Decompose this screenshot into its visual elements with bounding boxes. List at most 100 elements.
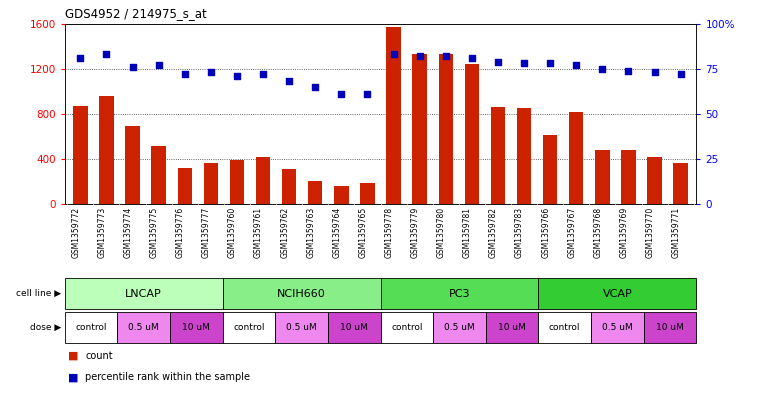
Point — [492, 59, 504, 65]
Point — [205, 69, 217, 75]
Text: GSM1359768: GSM1359768 — [594, 207, 603, 258]
Text: 0.5 uM: 0.5 uM — [602, 323, 632, 332]
Point — [440, 53, 452, 59]
Bar — [151, 145, 166, 204]
Text: GSM1359771: GSM1359771 — [672, 207, 680, 258]
Text: GSM1359760: GSM1359760 — [228, 207, 237, 258]
Point — [361, 91, 374, 97]
Bar — [539, 312, 591, 343]
Point — [544, 60, 556, 66]
Text: NCIH660: NCIH660 — [277, 289, 326, 299]
Point — [597, 66, 609, 72]
Bar — [539, 278, 696, 309]
Bar — [256, 158, 270, 204]
Text: control: control — [391, 323, 422, 332]
Bar — [591, 312, 644, 343]
Text: 0.5 uM: 0.5 uM — [444, 323, 475, 332]
Text: GSM1359766: GSM1359766 — [541, 207, 550, 258]
Bar — [275, 312, 328, 343]
Text: GSM1359767: GSM1359767 — [567, 207, 576, 258]
Point — [413, 53, 425, 59]
Bar — [65, 312, 117, 343]
Text: control: control — [549, 323, 581, 332]
Text: GSM1359763: GSM1359763 — [306, 207, 315, 258]
Text: GSM1359777: GSM1359777 — [202, 207, 211, 258]
Bar — [126, 127, 140, 204]
Point — [126, 64, 139, 70]
Bar — [644, 312, 696, 343]
Text: GSM1359773: GSM1359773 — [97, 207, 107, 258]
Bar — [360, 184, 374, 204]
Bar — [223, 312, 275, 343]
Bar — [621, 150, 635, 204]
Text: VCAP: VCAP — [603, 289, 632, 299]
Bar — [99, 96, 113, 204]
Text: PC3: PC3 — [449, 289, 470, 299]
Text: control: control — [233, 323, 265, 332]
Text: 0.5 uM: 0.5 uM — [286, 323, 317, 332]
Point — [387, 51, 400, 57]
Text: GSM1359765: GSM1359765 — [358, 207, 368, 258]
Bar — [380, 278, 539, 309]
Bar — [308, 181, 323, 204]
Point — [100, 51, 113, 57]
Point — [466, 55, 478, 61]
Point — [231, 73, 243, 79]
Bar — [517, 108, 531, 204]
Bar — [380, 312, 433, 343]
Text: LNCAP: LNCAP — [126, 289, 162, 299]
Text: GSM1359782: GSM1359782 — [489, 207, 498, 257]
Text: GSM1359779: GSM1359779 — [411, 207, 419, 258]
Bar — [412, 54, 427, 204]
Bar — [491, 107, 505, 204]
Bar — [223, 278, 380, 309]
Point — [622, 68, 635, 74]
Text: GSM1359761: GSM1359761 — [254, 207, 263, 258]
Bar — [673, 163, 688, 204]
Text: ■: ■ — [68, 351, 82, 361]
Text: 0.5 uM: 0.5 uM — [129, 323, 159, 332]
Text: dose ▶: dose ▶ — [30, 323, 61, 332]
Text: 10 uM: 10 uM — [183, 323, 210, 332]
Text: ■: ■ — [68, 372, 82, 382]
Text: GSM1359775: GSM1359775 — [150, 207, 158, 258]
Text: GSM1359776: GSM1359776 — [176, 207, 185, 258]
Point — [75, 55, 87, 61]
Point — [570, 62, 582, 68]
Text: GSM1359764: GSM1359764 — [333, 207, 342, 258]
Bar — [204, 163, 218, 204]
Text: GDS4952 / 214975_s_at: GDS4952 / 214975_s_at — [65, 7, 206, 20]
Point — [518, 60, 530, 66]
Bar — [177, 168, 192, 204]
Text: 10 uM: 10 uM — [340, 323, 368, 332]
Text: count: count — [85, 351, 113, 361]
Text: 10 uM: 10 uM — [656, 323, 684, 332]
Point — [648, 69, 661, 75]
Text: GSM1359762: GSM1359762 — [280, 207, 289, 258]
Bar — [328, 312, 380, 343]
Text: GSM1359781: GSM1359781 — [463, 207, 472, 257]
Text: cell line ▶: cell line ▶ — [16, 289, 61, 298]
Text: 10 uM: 10 uM — [498, 323, 526, 332]
Bar — [465, 64, 479, 204]
Bar — [595, 150, 610, 204]
Bar — [334, 186, 349, 204]
Text: GSM1359778: GSM1359778 — [384, 207, 393, 258]
Bar — [543, 135, 557, 204]
Bar — [230, 160, 244, 204]
Bar — [282, 169, 296, 204]
Bar — [486, 312, 539, 343]
Point — [152, 62, 164, 68]
Bar — [117, 312, 170, 343]
Text: GSM1359783: GSM1359783 — [515, 207, 524, 258]
Text: GSM1359774: GSM1359774 — [123, 207, 132, 258]
Bar — [170, 312, 223, 343]
Text: percentile rank within the sample: percentile rank within the sample — [85, 372, 250, 382]
Point — [309, 84, 321, 90]
Bar — [438, 54, 453, 204]
Bar — [569, 112, 584, 204]
Point — [674, 71, 686, 77]
Point — [179, 71, 191, 77]
Bar — [433, 312, 486, 343]
Bar — [65, 278, 223, 309]
